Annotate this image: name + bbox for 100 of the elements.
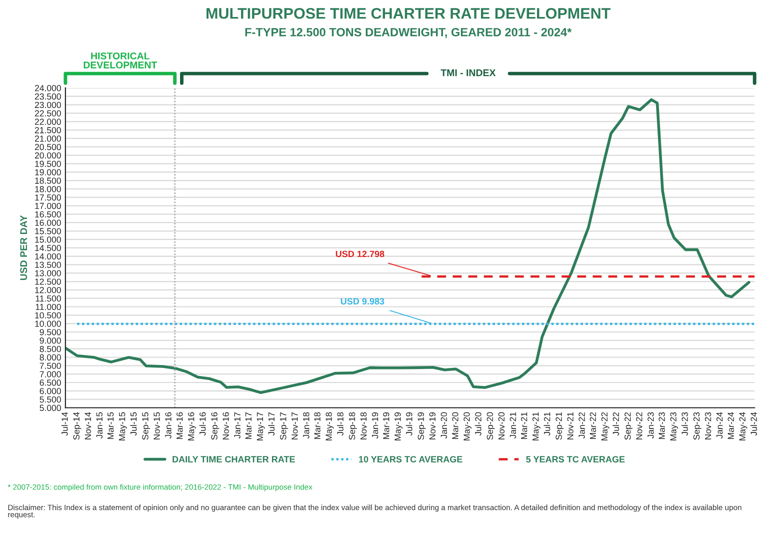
x-tick-label: Jul-15 bbox=[130, 412, 137, 436]
y-tick-label: 7.000 bbox=[40, 371, 61, 378]
x-tick-label: May-21 bbox=[532, 412, 540, 440]
y-tick-label: 21.500 bbox=[34, 127, 61, 134]
legend-label: DAILY TIME CHARTER RATE bbox=[172, 456, 295, 462]
y-tick-label: 5.500 bbox=[40, 396, 61, 403]
text: TMI - INDEX bbox=[440, 69, 496, 76]
x-tick-label: Sep-22 bbox=[624, 412, 632, 440]
legend-label: 10 YEARS TC AVERAGE bbox=[359, 456, 462, 462]
x-tick-label: Jan-19 bbox=[372, 412, 378, 439]
x-tick-label: May-15 bbox=[119, 412, 127, 440]
y-tick-label: 15.000 bbox=[35, 236, 61, 243]
chart-title: MULTIPURPOSE TIME CHARTER RATE DEVELOPMENT bbox=[206, 8, 611, 19]
x-tick-label: Nov-15 bbox=[154, 412, 160, 440]
x-tick-label: May-22 bbox=[601, 412, 610, 440]
y-tick-label: 12.000 bbox=[35, 286, 61, 294]
y-tick-label: 5.000 bbox=[40, 404, 61, 411]
x-tick-label: Jan-20 bbox=[440, 412, 447, 439]
x-tick-label: Sep-19 bbox=[418, 412, 426, 440]
y-tick-label: 18.500 bbox=[35, 178, 61, 184]
x-tick-label: Jan-17 bbox=[234, 412, 240, 439]
y-tick-label: 19.500 bbox=[35, 160, 61, 167]
x-tick-label: Sep-20 bbox=[486, 412, 495, 440]
y-tick-label: 9.500 bbox=[40, 329, 61, 336]
y-tick-label: 6.000 bbox=[40, 388, 61, 394]
y-tick-label: 8.000 bbox=[40, 354, 61, 361]
x-tick-label: Nov-20 bbox=[498, 412, 505, 440]
x-tick-label: Jan-15 bbox=[96, 412, 103, 439]
text: HISTORICAL DEVELOPMENT bbox=[84, 52, 158, 68]
annotation: USD 9.983 bbox=[340, 298, 384, 305]
x-tick-label: Mar-22 bbox=[590, 412, 596, 439]
x-tick-label: May-17 bbox=[256, 412, 265, 440]
y-tick-label: 10.000 bbox=[35, 320, 61, 327]
y-tick-label: 8.500 bbox=[40, 346, 61, 352]
x-tick-label: Mar-23 bbox=[658, 412, 665, 439]
x-tick-label: Jan-18 bbox=[303, 412, 310, 439]
y-tick-label: 23.000 bbox=[34, 102, 61, 108]
y-tick-label: 16.500 bbox=[35, 211, 61, 218]
y-tick-label: 6.500 bbox=[40, 380, 61, 386]
x-tick-label: Nov-18 bbox=[360, 412, 367, 440]
y-tick-label: 12.500 bbox=[35, 278, 61, 285]
x-tick-label: Jan-23 bbox=[648, 412, 654, 439]
y-tick-label: 10.500 bbox=[35, 312, 61, 318]
x-tick-label: Jul-16 bbox=[199, 412, 206, 436]
x-tick-label: May-16 bbox=[188, 412, 196, 440]
x-tick-label: May-24 bbox=[739, 412, 748, 440]
y-tick-label: 20.000 bbox=[34, 152, 61, 159]
x-tick-label: Mar-17 bbox=[245, 412, 252, 439]
x-tick-label: Jan-24 bbox=[716, 412, 723, 439]
x-tick-label: May-19 bbox=[394, 412, 402, 440]
y-tick-label: 7.500 bbox=[40, 362, 61, 369]
y-tick-label: 11.000 bbox=[36, 304, 61, 310]
x-tick-label: Jul-21 bbox=[544, 412, 550, 436]
x-tick-label: Mar-21 bbox=[520, 412, 528, 439]
x-tick-label: Jul-14 bbox=[61, 412, 68, 436]
chart-subtitle: F-TYPE 12.500 TONS DEADWEIGHT, GEARED 2011 - 2024* bbox=[245, 28, 572, 38]
y-tick-label: 16.000 bbox=[35, 220, 61, 226]
y-tick-label: 14.500 bbox=[35, 244, 61, 252]
y-tick-label: 17.000 bbox=[35, 202, 61, 210]
x-tick-label: Sep-23 bbox=[693, 412, 702, 440]
y-tick-label: 20.500 bbox=[34, 144, 61, 150]
x-tick-label: May-18 bbox=[326, 412, 334, 440]
y-tick-label: 22.000 bbox=[34, 118, 61, 125]
x-tick-label: Mar-15 bbox=[108, 412, 114, 439]
x-tick-label: Sep-15 bbox=[142, 412, 150, 440]
x-tick-label: Sep-16 bbox=[211, 412, 220, 440]
y-tick-label: 15.500 bbox=[35, 228, 61, 234]
x-tick-label: Nov-22 bbox=[636, 412, 642, 440]
x-tick-label: Nov-21 bbox=[567, 412, 574, 440]
annotation: USD 12.798 bbox=[336, 250, 384, 258]
x-tick-label: Jul-18 bbox=[336, 412, 344, 436]
x-tick-label: Mar-18 bbox=[314, 412, 320, 439]
line-series bbox=[65, 98, 750, 394]
x-tick-label: Nov-23 bbox=[704, 412, 712, 440]
y-tick-label: 19.000 bbox=[35, 169, 61, 176]
x-tick-label: May-23 bbox=[670, 412, 678, 440]
x-tick-label: Jul-20 bbox=[474, 412, 482, 436]
y-tick-label: 23.500 bbox=[34, 93, 61, 100]
x-tick-label: Sep-18 bbox=[348, 412, 357, 440]
x-tick-label: Mar-24 bbox=[728, 412, 734, 439]
x-tick-label: Sep-14 bbox=[73, 412, 82, 440]
x-tick-label: Jul-23 bbox=[681, 412, 688, 436]
y-tick-label: 13.500 bbox=[35, 262, 61, 268]
y-tick-label: 18.000 bbox=[35, 186, 61, 192]
x-tick-label: Jul-22 bbox=[612, 412, 620, 436]
x-tick-label: Mar-19 bbox=[383, 412, 390, 439]
y-axis-title: USD PER DAY bbox=[20, 215, 28, 280]
x-tick-label: Mar-20 bbox=[452, 412, 458, 439]
x-tick-label: Sep-17 bbox=[280, 412, 288, 440]
x-tick-label: Nov-19 bbox=[429, 412, 436, 440]
x-tick-label: Nov-17 bbox=[292, 412, 298, 440]
y-tick-label: 21.000 bbox=[34, 136, 61, 142]
x-tick-label: Nov-16 bbox=[222, 412, 229, 440]
x-tick-label: Jan-21 bbox=[510, 412, 516, 439]
y-tick-label: 13.000 bbox=[35, 270, 61, 276]
x-tick-label: Jul-19 bbox=[406, 412, 412, 436]
x-tick-label: Nov-14 bbox=[84, 412, 92, 440]
y-tick-label: 17.500 bbox=[35, 194, 61, 201]
x-tick-label: Jan-22 bbox=[578, 412, 585, 439]
y-tick-label: 24.000 bbox=[34, 85, 61, 92]
